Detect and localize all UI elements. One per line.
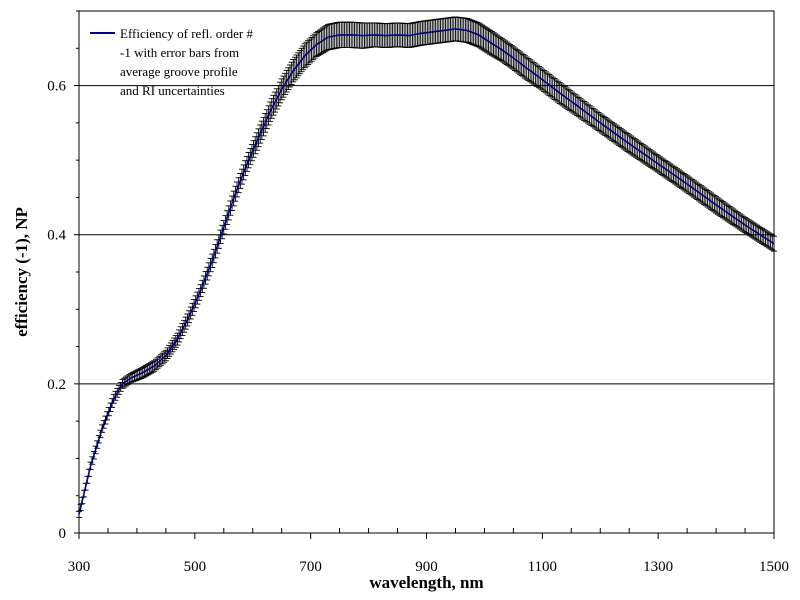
x-tick-label: 300 bbox=[68, 559, 91, 575]
legend-text-line: average groove profile bbox=[120, 64, 238, 79]
y-tick-label: 0 bbox=[59, 526, 67, 542]
series-layer bbox=[78, 28, 775, 515]
x-tick-label: 700 bbox=[299, 559, 322, 575]
legend-text-line: -1 with error bars from bbox=[120, 45, 239, 60]
legend: Efficiency of refl. order # -1 with error… bbox=[90, 26, 253, 98]
x-tick-label: 900 bbox=[415, 559, 438, 575]
grid-layer bbox=[79, 85, 774, 385]
series-line bbox=[78, 28, 775, 515]
x-tick-label: 1500 bbox=[759, 559, 789, 575]
y-axis-title: efficiency (-1), NP bbox=[12, 207, 31, 337]
error-bars bbox=[76, 16, 777, 518]
x-tick-label: 1100 bbox=[528, 559, 557, 575]
x-axis-title: wavelength, nm bbox=[369, 573, 483, 592]
x-tick-label: 500 bbox=[184, 559, 207, 575]
legend-text-line: Efficiency of refl. order # bbox=[120, 26, 253, 41]
axis-layer: 0 0.2 0.4 0.6 300 500 700 900 1100 1300 1500 bbox=[47, 10, 789, 575]
x-tick-label: 1300 bbox=[643, 559, 673, 575]
y-tick-label: 0.6 bbox=[47, 79, 66, 95]
y-tick-label: 0.4 bbox=[47, 228, 66, 244]
legend-text-line: and RI uncertainties bbox=[120, 83, 225, 98]
y-tick-label: 0.2 bbox=[47, 377, 66, 393]
